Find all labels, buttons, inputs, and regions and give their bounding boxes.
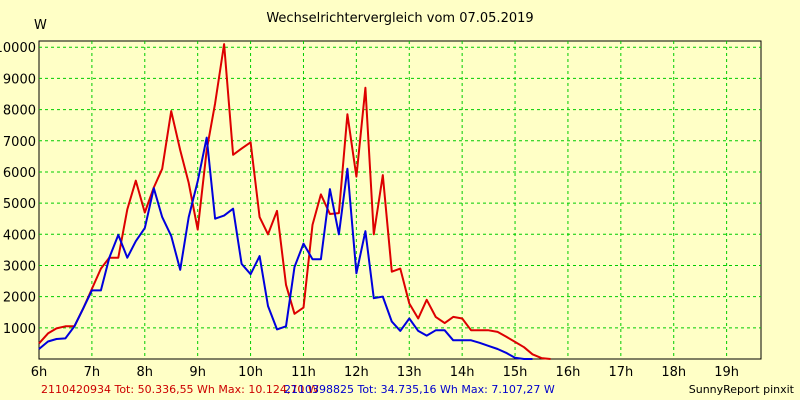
y-tick-label: 6000 bbox=[3, 166, 36, 181]
y-tick-label: 5000 bbox=[3, 197, 36, 212]
x-tick-label: 14h bbox=[450, 365, 475, 380]
series-1-line bbox=[38, 43, 551, 360]
axis-ticks: 1000 2000 3000 4000 5000 6000 7000 8000 9000 1000… bbox=[0, 41, 739, 380]
y-tick-label: 8000 bbox=[3, 104, 36, 119]
y-tick-label: 4000 bbox=[3, 228, 36, 243]
y-tick-label: 1000 bbox=[3, 322, 36, 337]
grid bbox=[39, 41, 761, 359]
series-2-line bbox=[38, 136, 533, 360]
x-tick-label: 8h bbox=[137, 365, 154, 380]
x-tick-label: 18h bbox=[661, 365, 686, 380]
y-axis-unit: W bbox=[34, 18, 47, 33]
credit-text: SunnyReport pinxit bbox=[688, 383, 794, 396]
y-tick-label: 9000 bbox=[3, 72, 36, 87]
x-tick-label: 12h bbox=[344, 365, 369, 380]
y-tick-label: 3000 bbox=[3, 259, 36, 274]
x-tick-label: 13h bbox=[397, 365, 422, 380]
x-tick-label: 17h bbox=[608, 365, 633, 380]
x-tick-label: 7h bbox=[84, 365, 101, 380]
series-2-summary: 2110398825 Tot: 34.735,16 Wh Max: 7.107,… bbox=[284, 383, 555, 396]
x-tick-label: 6h bbox=[31, 365, 48, 380]
series-1-summary: 2110420934 Tot: 50.336,55 Wh Max: 10.124… bbox=[41, 383, 319, 396]
x-tick-label: 19h bbox=[714, 365, 739, 380]
y-tick-label: 7000 bbox=[3, 135, 36, 150]
x-tick-label: 15h bbox=[503, 365, 528, 380]
series-lines bbox=[38, 43, 551, 360]
x-tick-label: 16h bbox=[556, 365, 581, 380]
x-tick-label: 10h bbox=[238, 365, 263, 380]
y-tick-label: 2000 bbox=[3, 291, 36, 306]
plot-area bbox=[38, 40, 762, 360]
y-tick-label: 10000 bbox=[0, 41, 36, 56]
chart-title: Wechselrichtervergleich vom 07.05.2019 bbox=[266, 11, 534, 26]
x-tick-label: 9h bbox=[189, 365, 206, 380]
x-tick-label: 11h bbox=[291, 365, 316, 380]
